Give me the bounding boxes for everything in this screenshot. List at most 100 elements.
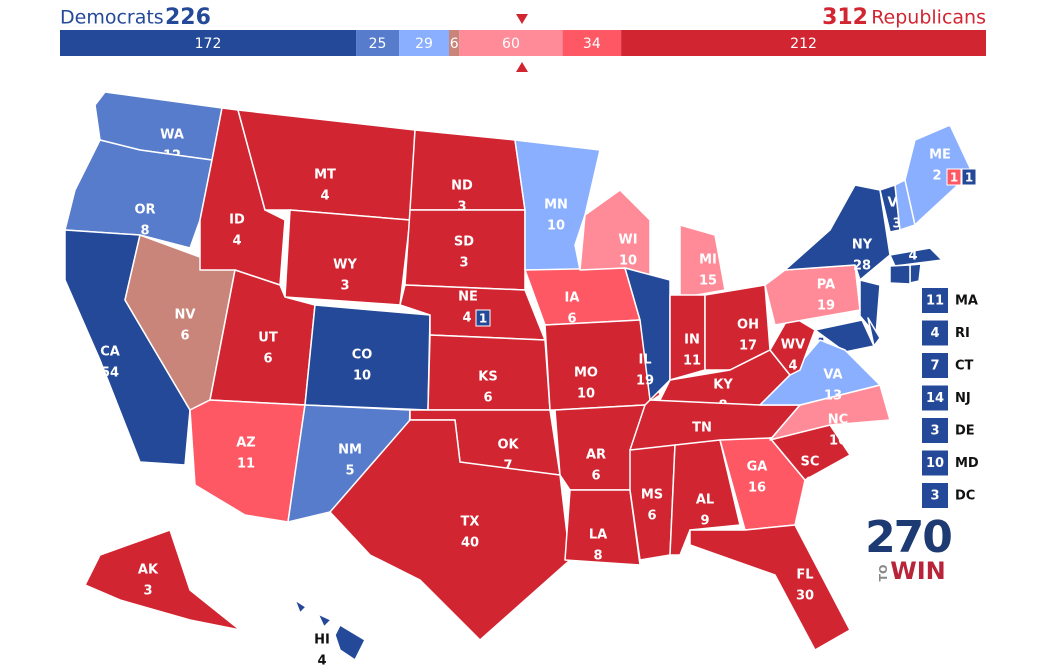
logo-win: WIN xyxy=(890,557,946,585)
state-abbr: SD xyxy=(454,235,474,250)
state-ev: 6 xyxy=(263,352,272,367)
small-state-ev: 14 xyxy=(926,391,944,406)
state-abbr: OK xyxy=(497,438,519,453)
district-box xyxy=(946,168,962,186)
state-abbr: NM xyxy=(338,443,362,458)
bar-label: 25 xyxy=(369,36,387,52)
state-shape xyxy=(329,419,571,641)
state-ev: 16 xyxy=(829,434,847,449)
small-state-abbr: DE xyxy=(955,424,975,439)
state-ev: 8 xyxy=(140,224,149,239)
state-ev: 3 xyxy=(457,200,466,215)
state-shape xyxy=(629,444,676,561)
small-states: 11 MA 4 RI 7 CT 14 NJ 3 DE 10 MD 3 DC xyxy=(922,288,979,508)
state-abbr: PA xyxy=(817,278,835,293)
small-state-box xyxy=(922,450,948,476)
state-abbr: MN xyxy=(544,198,568,213)
state-ev: 6 xyxy=(483,391,492,406)
bar-label: 172 xyxy=(195,36,222,52)
bar-label: 29 xyxy=(415,36,433,52)
state-abbr: TX xyxy=(461,515,480,530)
state-abbr: NH xyxy=(902,228,924,243)
state-ev: 16 xyxy=(748,481,766,496)
state-shape xyxy=(404,209,526,291)
state-ev: 3 xyxy=(459,256,468,271)
state-abbr: WI xyxy=(618,233,637,248)
small-state-abbr: CT xyxy=(955,359,974,374)
state-abbr: NC xyxy=(828,413,848,428)
small-state-ev: 11 xyxy=(926,294,944,309)
state-abbr: ND xyxy=(451,179,473,194)
bar-segment xyxy=(459,30,563,56)
state-ev: 13 xyxy=(824,389,842,404)
state-shape xyxy=(679,224,726,299)
small-state-ev: 3 xyxy=(930,489,939,504)
state-abbr: IL xyxy=(638,353,651,368)
state-ev: 10 xyxy=(577,387,595,402)
state-abbr: ME xyxy=(929,148,951,163)
state-abbr: OH xyxy=(737,318,759,333)
state-abbr: OR xyxy=(134,203,155,218)
state-abbr: FL xyxy=(796,568,813,583)
state-ev: 11 xyxy=(683,354,701,369)
state-ev: 3 xyxy=(340,279,349,294)
state-shape xyxy=(689,524,851,651)
state-abbr: IA xyxy=(565,291,580,306)
small-state-box xyxy=(922,483,948,508)
marker-top xyxy=(516,14,528,24)
state-shape xyxy=(719,437,806,531)
state-abbr: AZ xyxy=(236,436,256,451)
state-ev: 19 xyxy=(636,374,654,389)
small-state-ev: 3 xyxy=(930,424,939,439)
tally-bar: 172 25 29 6 60 34 212 xyxy=(60,30,986,56)
rep-total: 312 xyxy=(822,5,868,30)
logo-to: TO xyxy=(877,565,890,582)
state-shape xyxy=(524,267,641,326)
small-state-abbr: RI xyxy=(955,326,970,341)
small-state-box xyxy=(922,288,948,313)
state-ev: 3 xyxy=(143,584,152,599)
state-shape xyxy=(867,317,881,347)
state-abbr: MS xyxy=(641,488,663,503)
bar-label: 6 xyxy=(450,36,459,52)
state-abbr: NY xyxy=(852,238,873,253)
bar-label: 212 xyxy=(790,36,817,52)
map: WA12OR8CA54NV6ID4MT4WY3UT6CO10AZ11NM5ND3… xyxy=(64,91,977,669)
state-abbr: WA xyxy=(160,128,184,143)
logo: 270 TO WIN xyxy=(865,512,953,585)
state-shape xyxy=(764,264,861,326)
state-ev: 54 xyxy=(101,366,119,381)
small-state-box xyxy=(922,385,948,411)
state-ev: 4 xyxy=(462,311,471,326)
logo-number: 270 xyxy=(865,512,951,563)
state-ev: 11 xyxy=(237,457,255,472)
district-ev: 1 xyxy=(479,312,487,326)
state-ev: 4 xyxy=(232,234,241,249)
state-shape xyxy=(814,319,875,353)
small-state-abbr: MD xyxy=(955,456,979,471)
state-ev: 6 xyxy=(567,312,576,327)
state-abbr: UT xyxy=(258,331,278,346)
bar-segment xyxy=(356,30,400,56)
state-shape xyxy=(84,529,241,631)
state-ev: 19 xyxy=(817,299,835,314)
state-ev: 6 xyxy=(180,329,189,344)
state-shape xyxy=(889,264,911,285)
state-abbr: CA xyxy=(100,345,120,360)
state-abbr: MI xyxy=(699,253,717,268)
state-shape xyxy=(564,489,641,566)
state-abbr: IN xyxy=(684,333,700,348)
state-abbr: AK xyxy=(138,563,159,578)
district-ev: 1 xyxy=(950,171,958,185)
state-ev: 40 xyxy=(461,536,479,551)
state-abbr: AR xyxy=(586,448,606,463)
state-abbr: ID xyxy=(229,213,245,228)
state-abbr: WY xyxy=(333,258,357,273)
small-state-abbr: DC xyxy=(955,489,975,504)
state-abbr: NV xyxy=(175,308,196,323)
bar-label: 34 xyxy=(583,36,601,52)
state-ev: 10 xyxy=(353,369,371,384)
state-abbr: TN xyxy=(692,421,712,436)
state-abbr: KS xyxy=(478,370,497,385)
